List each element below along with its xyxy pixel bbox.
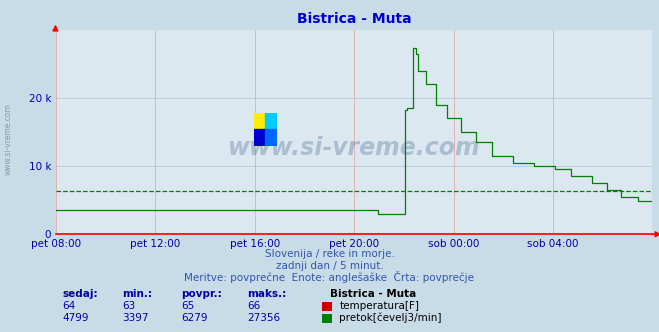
Text: 66: 66	[247, 301, 260, 311]
Text: zadnji dan / 5 minut.: zadnji dan / 5 minut.	[275, 261, 384, 271]
Bar	[254, 113, 265, 129]
Text: min.:: min.:	[122, 289, 152, 299]
Text: sedaj:: sedaj:	[63, 289, 98, 299]
Bar	[254, 129, 265, 146]
Text: www.si-vreme.com: www.si-vreme.com	[3, 104, 13, 175]
Title: Bistrica - Muta: Bistrica - Muta	[297, 12, 411, 26]
Text: Slovenija / reke in morje.: Slovenija / reke in morje.	[264, 249, 395, 259]
Text: 27356: 27356	[247, 313, 280, 323]
Text: maks.:: maks.:	[247, 289, 287, 299]
Text: 6279: 6279	[181, 313, 208, 323]
Text: 63: 63	[122, 301, 135, 311]
Bar	[265, 113, 277, 129]
Text: 64: 64	[63, 301, 76, 311]
Text: temperatura[F]: temperatura[F]	[339, 301, 419, 311]
Text: Bistrica - Muta: Bistrica - Muta	[330, 289, 416, 299]
Text: 3397: 3397	[122, 313, 148, 323]
Text: 65: 65	[181, 301, 194, 311]
Text: pretok[čevelj3/min]: pretok[čevelj3/min]	[339, 313, 442, 323]
Text: 4799: 4799	[63, 313, 89, 323]
Text: povpr.:: povpr.:	[181, 289, 222, 299]
Text: Meritve: povprečne  Enote: anglešaške  Črta: povprečje: Meritve: povprečne Enote: anglešaške Črt…	[185, 271, 474, 283]
Bar	[265, 129, 277, 146]
Text: www.si-vreme.com: www.si-vreme.com	[228, 136, 480, 160]
